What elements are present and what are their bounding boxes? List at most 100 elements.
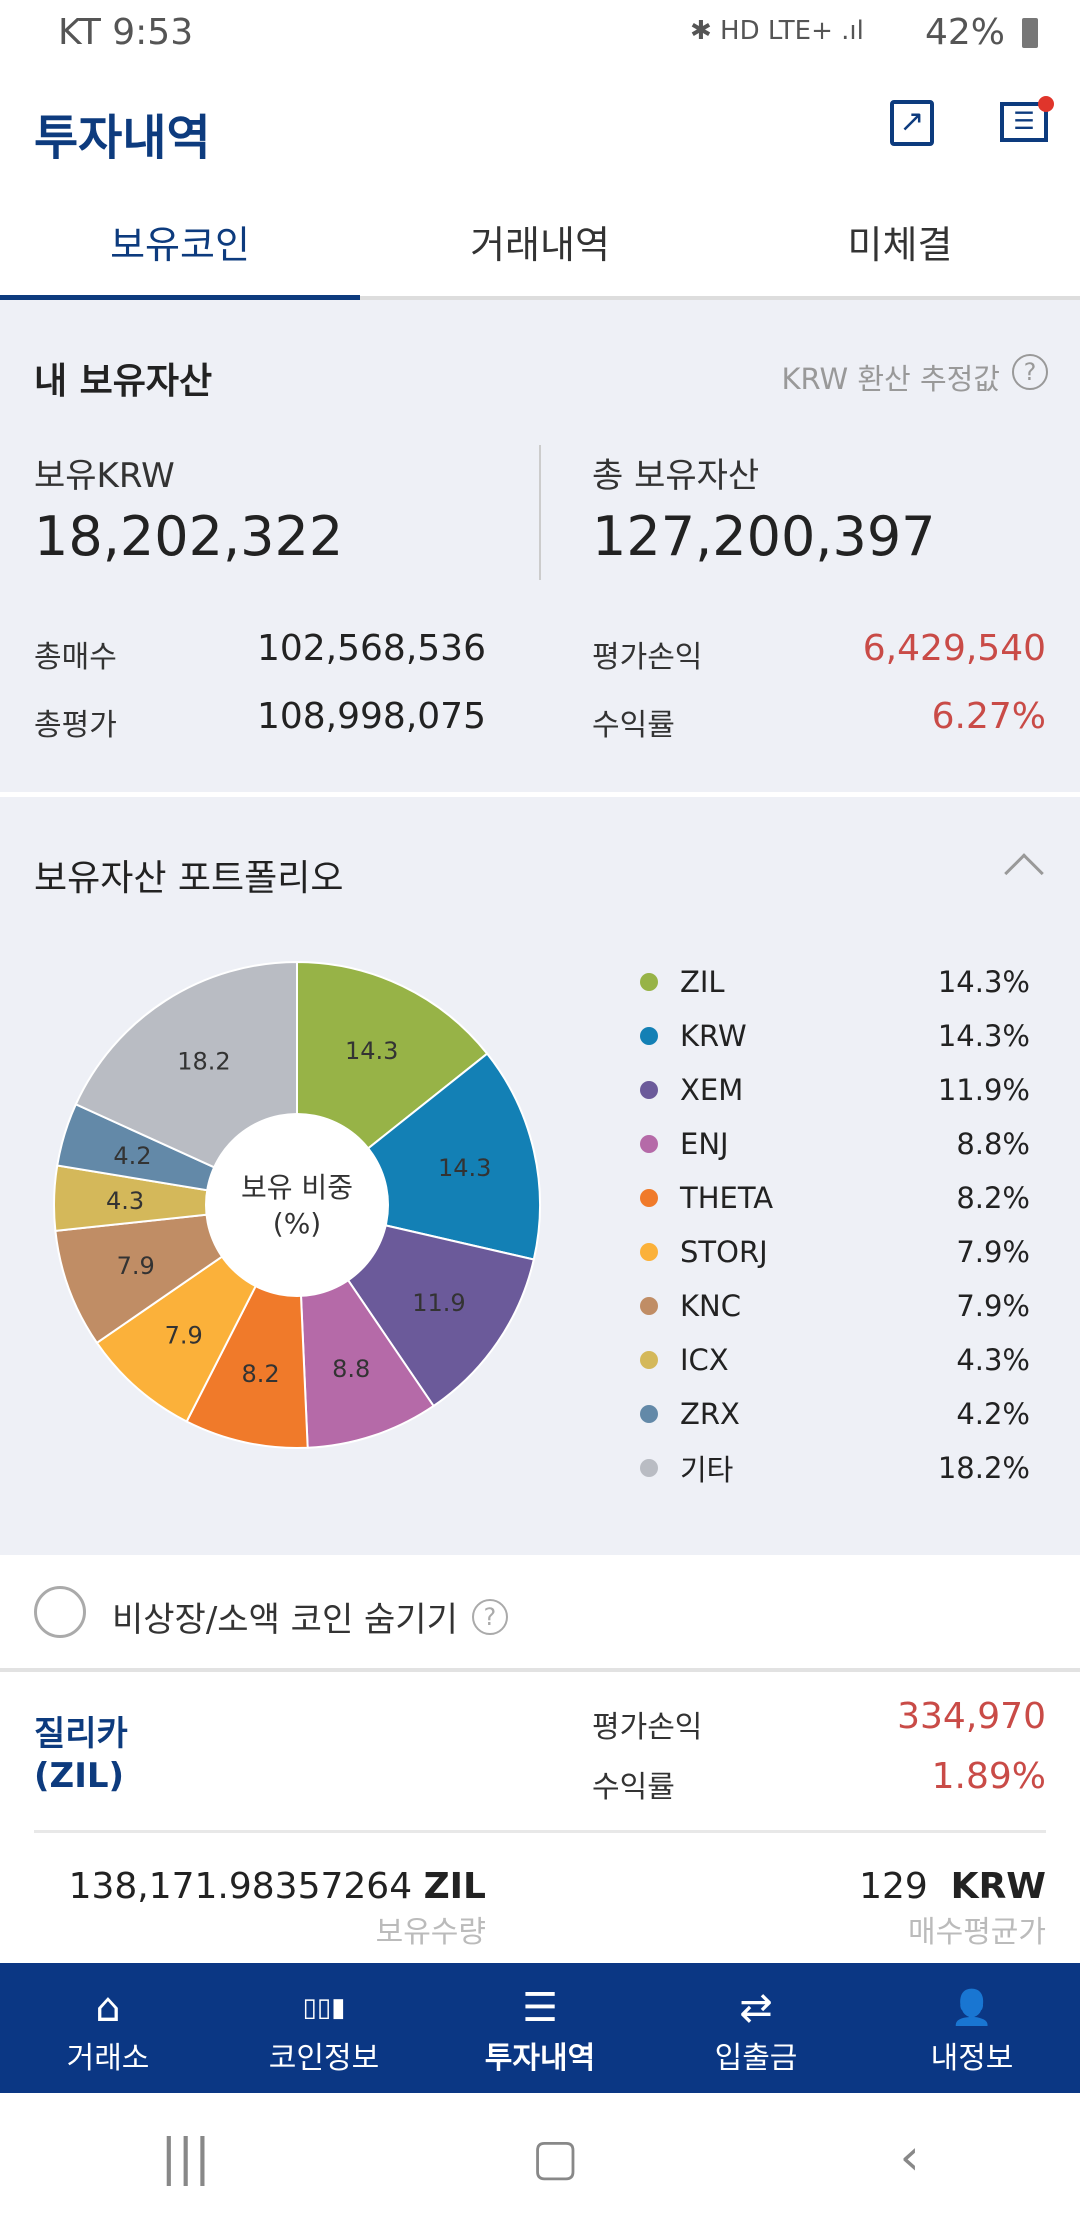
status-bar: KT 9:53 ✱ HD LTE+ .ıl 42% bbox=[0, 0, 1080, 70]
legend-swatch bbox=[640, 1243, 658, 1261]
legend-item: ENJ 8.8% bbox=[640, 1124, 1030, 1164]
legend-swatch bbox=[640, 1459, 658, 1477]
divider bbox=[539, 445, 541, 580]
legend-label: 기타 bbox=[680, 1453, 734, 1487]
portfolio-title: 보유자산 포트폴리오 bbox=[34, 858, 344, 899]
slice-label: 8.8 bbox=[332, 1355, 370, 1383]
chevron-up-icon[interactable] bbox=[1004, 853, 1044, 893]
legend-item: ICX 4.3% bbox=[640, 1340, 1030, 1380]
krw-label: 보유KRW bbox=[34, 456, 175, 496]
coin-avg-price: 129 KRW bbox=[859, 1866, 1046, 1907]
bar-chart-icon: ▯▯▮ bbox=[302, 1993, 346, 2023]
help-icon[interactable]: ? bbox=[1012, 354, 1048, 390]
list-icon: ☰ bbox=[522, 1985, 558, 2031]
nav-investments[interactable]: ☰ 투자내역 bbox=[432, 1963, 648, 2093]
legend-label: THETA bbox=[680, 1181, 774, 1215]
legend-item: XEM 11.9% bbox=[640, 1070, 1030, 1110]
legend-value: 8.2% bbox=[956, 1181, 1030, 1215]
nav-deposit-withdraw[interactable]: ⇄ 입출금 bbox=[648, 1963, 864, 2093]
coin-rate-value: 1.89% bbox=[931, 1756, 1046, 1797]
center-label-1: 보유 비중 bbox=[241, 1171, 353, 1204]
legend-label: ICX bbox=[680, 1343, 729, 1377]
krw-value: 18,202,322 bbox=[34, 505, 344, 568]
slice-label: 7.9 bbox=[117, 1252, 155, 1280]
rate-value: 6.27% bbox=[931, 696, 1046, 737]
carrier-time: KT 9:53 bbox=[58, 12, 194, 53]
legend-swatch bbox=[640, 1351, 658, 1369]
assets-title: 내 보유자산 bbox=[34, 361, 213, 402]
coin-amount: 138,171.98357264 ZIL bbox=[68, 1866, 486, 1907]
legend-label: STORJ bbox=[680, 1235, 768, 1269]
hide-coins-label[interactable]: 비상장/소액 코인 숨기기 bbox=[112, 1600, 458, 1640]
legend-label: ENJ bbox=[680, 1127, 729, 1161]
message-icon[interactable]: ☰ bbox=[1000, 102, 1048, 142]
donut-hole bbox=[205, 1113, 389, 1297]
legend-swatch bbox=[640, 1405, 658, 1423]
divider bbox=[34, 1830, 1046, 1833]
legend-item: THETA 8.2% bbox=[640, 1178, 1030, 1218]
portfolio-section: 보유자산 포트폴리오 14.3 14.3 11.9 8.8 8.2 7.9 7.9 4.3 4.… bbox=[0, 797, 1080, 1555]
legend-swatch bbox=[640, 1297, 658, 1315]
krw-note: KRW 환산 추정값 bbox=[781, 362, 1000, 396]
home-icon: ⌂ bbox=[95, 1985, 121, 2031]
legend-value: 8.8% bbox=[956, 1127, 1030, 1161]
rate-label: 수익률 bbox=[592, 708, 675, 743]
tab-history[interactable]: 거래내역 bbox=[470, 223, 610, 267]
tab-bar: 보유코인 거래내역 미체결 bbox=[0, 200, 1080, 300]
pl-value: 6,429,540 bbox=[862, 628, 1046, 669]
legend-swatch bbox=[640, 973, 658, 991]
nav-my-info[interactable]: 👤 내정보 bbox=[864, 1963, 1080, 2093]
system-nav: ||| ▢ ‹ bbox=[0, 2093, 1080, 2220]
battery-icon bbox=[1022, 18, 1038, 48]
slice-label: 4.2 bbox=[113, 1142, 151, 1170]
slice-label: 4.3 bbox=[106, 1187, 144, 1215]
divider bbox=[0, 1668, 1080, 1672]
slice-label: 7.9 bbox=[165, 1321, 203, 1349]
help-icon[interactable]: ? bbox=[471, 1598, 508, 1635]
legend-value: 4.3% bbox=[956, 1343, 1030, 1377]
coin-name[interactable]: 질리카 bbox=[34, 1714, 128, 1754]
legend-value: 7.9% bbox=[956, 1235, 1030, 1269]
legend-label: KNC bbox=[680, 1289, 741, 1323]
legend-item: KRW 14.3% bbox=[640, 1016, 1030, 1056]
legend-item: ZIL 14.3% bbox=[640, 962, 1030, 1002]
legend-value: 11.9% bbox=[937, 1073, 1030, 1107]
legend-value: 7.9% bbox=[956, 1289, 1030, 1323]
legend-value: 4.2% bbox=[956, 1397, 1030, 1431]
home-button-icon[interactable]: ▢ bbox=[531, 2127, 579, 2186]
coin-rate-label: 수익률 bbox=[592, 1770, 675, 1805]
legend-swatch bbox=[640, 1189, 658, 1207]
hide-coins-checkbox[interactable] bbox=[34, 1586, 86, 1638]
total-label: 총 보유자산 bbox=[592, 456, 760, 496]
nav-exchange[interactable]: ⌂ 거래소 bbox=[0, 1963, 216, 2093]
slice-label: 8.2 bbox=[241, 1360, 279, 1388]
share-icon[interactable]: ↗ bbox=[890, 100, 934, 146]
slice-label: 14.3 bbox=[345, 1037, 398, 1065]
user-icon: 👤 bbox=[950, 1988, 994, 2028]
back-icon[interactable]: ‹ bbox=[899, 2127, 920, 2186]
eval-label: 총평가 bbox=[34, 708, 117, 743]
tab-holdings[interactable]: 보유코인 bbox=[0, 200, 360, 300]
assets-summary: 내 보유자산 KRW 환산 추정값 ? 보유KRW 18,202,322 총 보… bbox=[0, 300, 1080, 792]
legend-swatch bbox=[640, 1081, 658, 1099]
notification-dot bbox=[1038, 96, 1054, 112]
recent-apps-icon[interactable]: ||| bbox=[160, 2127, 211, 2186]
slice-label: 18.2 bbox=[177, 1047, 230, 1075]
hide-coins-row: 비상장/소액 코인 숨기기 ? bbox=[112, 1592, 508, 1641]
legend-item: ZRX 4.2% bbox=[640, 1394, 1030, 1434]
legend-value: 18.2% bbox=[937, 1451, 1030, 1485]
buy-value: 102,568,536 bbox=[256, 628, 486, 669]
coin-symbol: (ZIL) bbox=[34, 1756, 125, 1796]
legend-value: 14.3% bbox=[937, 965, 1030, 999]
page-title: 투자내역 bbox=[34, 110, 211, 166]
total-value: 127,200,397 bbox=[592, 505, 936, 568]
amount-label: 보유수량 bbox=[375, 1915, 486, 1950]
nav-coin-info[interactable]: ▯▯▮ 코인정보 bbox=[216, 1963, 432, 2093]
legend-swatch bbox=[640, 1135, 658, 1153]
legend-label: KRW bbox=[680, 1019, 747, 1053]
legend-item: STORJ 7.9% bbox=[640, 1232, 1030, 1272]
legend-item: 기타 18.2% bbox=[640, 1448, 1030, 1488]
tab-pending[interactable]: 미체결 bbox=[847, 223, 953, 267]
legend-label: ZIL bbox=[680, 965, 725, 999]
battery-level: 42% bbox=[925, 12, 1006, 53]
